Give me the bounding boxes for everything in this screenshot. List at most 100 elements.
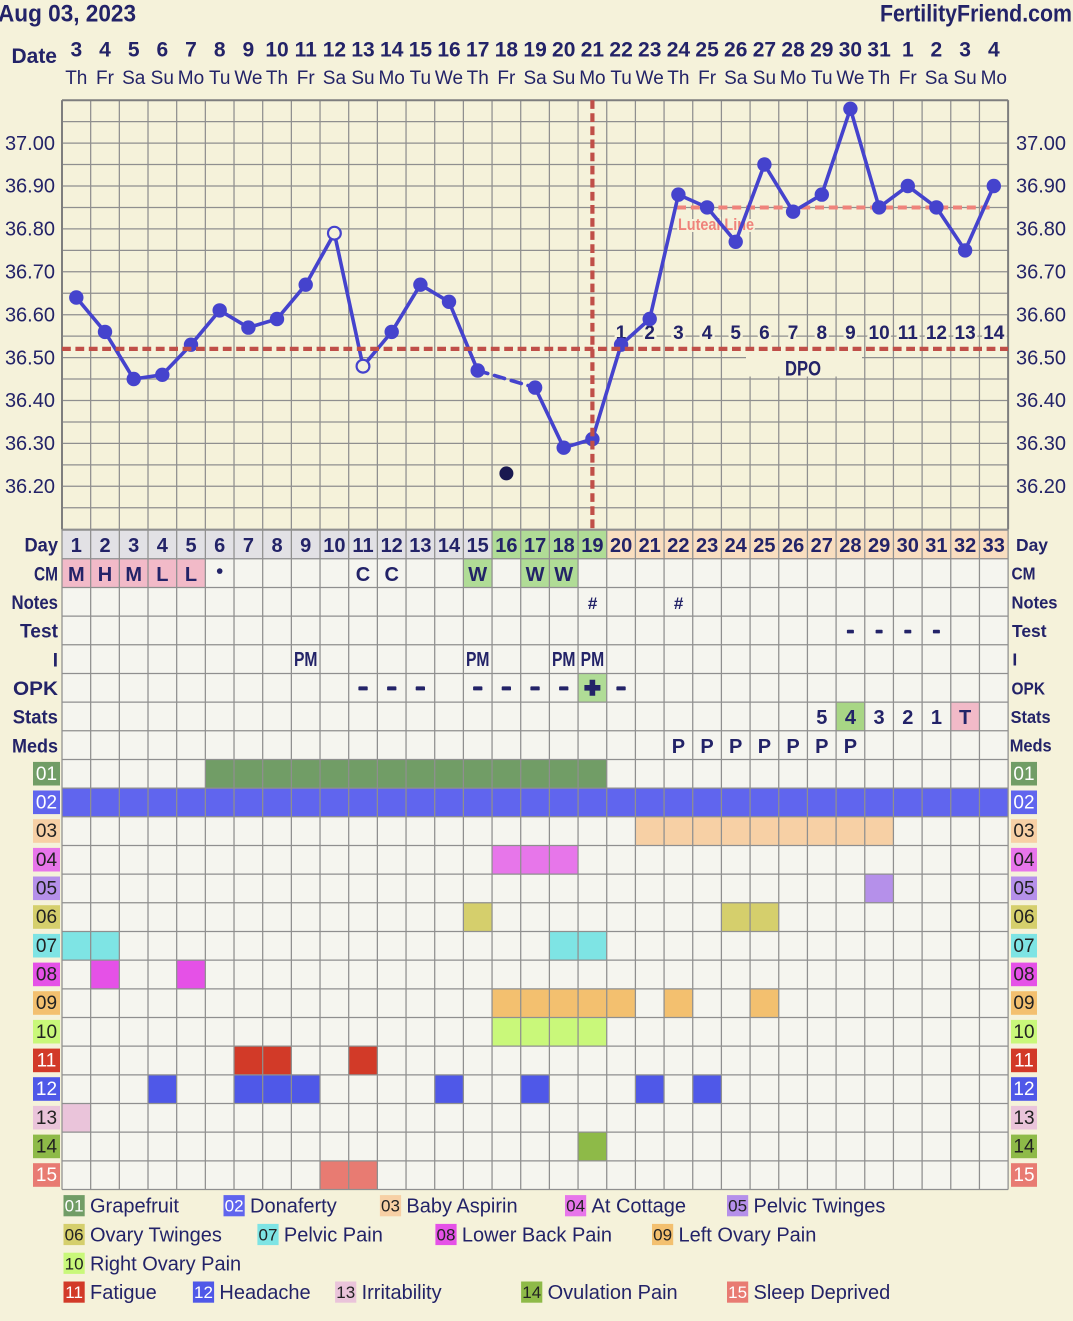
svg-text:P: P [758, 736, 771, 758]
svg-text:36.50: 36.50 [1016, 347, 1066, 369]
svg-text:Fr: Fr [899, 68, 918, 89]
svg-text:5: 5 [185, 535, 196, 557]
svg-text:6: 6 [759, 323, 770, 344]
svg-text:Right Ovary Pain: Right Ovary Pain [90, 1253, 241, 1275]
svg-text:10: 10 [265, 39, 288, 62]
svg-text:Tu: Tu [410, 68, 431, 89]
svg-text:Test: Test [1012, 621, 1047, 641]
svg-text:4: 4 [99, 39, 111, 62]
svg-text:1: 1 [902, 39, 914, 62]
svg-text:26: 26 [724, 39, 747, 62]
svg-text:10: 10 [869, 323, 890, 344]
svg-text:06: 06 [1013, 907, 1034, 928]
svg-text:Notes: Notes [12, 593, 59, 614]
svg-text:08: 08 [36, 965, 57, 986]
svg-text:5: 5 [128, 39, 140, 62]
svg-text:12: 12 [1013, 1079, 1034, 1100]
svg-text:37.00: 37.00 [5, 133, 55, 155]
svg-text:10: 10 [323, 535, 345, 557]
svg-text:11: 11 [1014, 1051, 1034, 1072]
svg-text:11: 11 [295, 39, 318, 62]
svg-text:01: 01 [36, 764, 57, 785]
svg-text:08: 08 [1013, 965, 1034, 986]
svg-text:36.40: 36.40 [5, 390, 55, 412]
svg-text:Th: Th [667, 68, 689, 89]
svg-text:Sa: Sa [323, 68, 347, 89]
svg-text:PM: PM [581, 649, 605, 671]
svg-text:12: 12 [926, 323, 947, 344]
svg-text:Sa: Sa [122, 68, 146, 89]
svg-text:13: 13 [36, 1108, 57, 1129]
svg-text:09: 09 [653, 1226, 672, 1245]
svg-text:19: 19 [523, 39, 546, 62]
svg-text:2: 2 [99, 535, 110, 557]
svg-text:15: 15 [728, 1283, 747, 1302]
svg-text:27: 27 [753, 39, 776, 62]
svg-text:03: 03 [36, 821, 57, 842]
svg-text:04: 04 [36, 850, 58, 871]
svg-text:We: We [636, 68, 664, 89]
svg-text:14: 14 [438, 535, 461, 557]
svg-text:Meds: Meds [1010, 736, 1052, 756]
svg-text:11: 11 [352, 535, 373, 557]
svg-text:36.70: 36.70 [5, 262, 55, 284]
svg-text:W: W [526, 564, 545, 586]
svg-text:4: 4 [702, 323, 713, 344]
svg-text:06: 06 [36, 907, 57, 928]
svg-text:8: 8 [271, 535, 282, 557]
svg-text:22: 22 [667, 535, 689, 557]
svg-text:Tu: Tu [610, 68, 631, 89]
svg-text:Grapefruit: Grapefruit [90, 1196, 179, 1218]
svg-text:Su: Su [151, 68, 174, 89]
svg-text:15: 15 [36, 1165, 57, 1186]
svg-text:4: 4 [157, 535, 169, 557]
svg-text:3: 3 [874, 707, 885, 729]
svg-text:04: 04 [566, 1197, 585, 1216]
svg-text:28: 28 [781, 39, 805, 62]
svg-text:02: 02 [225, 1197, 244, 1216]
svg-text:FertilityFriend.com: FertilityFriend.com [880, 1, 1072, 28]
svg-text:Ovary Twinges: Ovary Twinges [90, 1225, 222, 1247]
svg-text:Fr: Fr [297, 68, 316, 89]
svg-text:36.50: 36.50 [5, 347, 55, 369]
svg-text:20: 20 [552, 39, 575, 62]
svg-text:03: 03 [1013, 821, 1034, 842]
svg-text:32: 32 [954, 535, 976, 557]
svg-text:36.60: 36.60 [5, 304, 55, 326]
svg-text:07: 07 [36, 936, 57, 957]
svg-text:Donaferty: Donaferty [250, 1196, 337, 1218]
svg-text:Meds: Meds [12, 736, 58, 757]
svg-text:Th: Th [266, 68, 288, 89]
svg-text:36.20: 36.20 [5, 476, 55, 498]
svg-text:31: 31 [925, 535, 947, 557]
svg-text:Mo: Mo [981, 68, 1007, 89]
svg-text:1: 1 [931, 707, 942, 729]
svg-text:M: M [125, 564, 142, 586]
svg-text:Lower Back Pain: Lower Back Pain [462, 1225, 612, 1247]
svg-text:12: 12 [381, 535, 403, 557]
svg-text:36.70: 36.70 [1016, 262, 1066, 284]
svg-text:13: 13 [351, 39, 374, 62]
svg-text:W: W [468, 564, 487, 586]
svg-text:6: 6 [156, 39, 168, 62]
svg-text:Left Ovary Pain: Left Ovary Pain [679, 1225, 817, 1247]
svg-text:22: 22 [609, 39, 632, 62]
svg-text:Headache: Headache [219, 1282, 310, 1304]
svg-text:2: 2 [902, 707, 913, 729]
svg-text:Mo: Mo [780, 68, 806, 89]
svg-text:P: P [844, 736, 857, 758]
svg-text:L: L [156, 564, 168, 586]
svg-text:36.60: 36.60 [1016, 304, 1066, 326]
svg-text:23: 23 [696, 535, 718, 557]
svg-text:29: 29 [868, 535, 890, 557]
svg-text:Fr: Fr [96, 68, 115, 89]
svg-text:16: 16 [495, 535, 517, 557]
svg-text:17: 17 [524, 535, 546, 557]
svg-text:05: 05 [1013, 878, 1034, 899]
svg-text:7: 7 [243, 535, 254, 557]
svg-text:13: 13 [336, 1283, 355, 1302]
svg-text:Notes: Notes [1012, 592, 1058, 612]
svg-text:Tu: Tu [209, 68, 230, 89]
svg-text:Pelvic Twinges: Pelvic Twinges [754, 1196, 886, 1218]
svg-text:8: 8 [214, 39, 226, 62]
